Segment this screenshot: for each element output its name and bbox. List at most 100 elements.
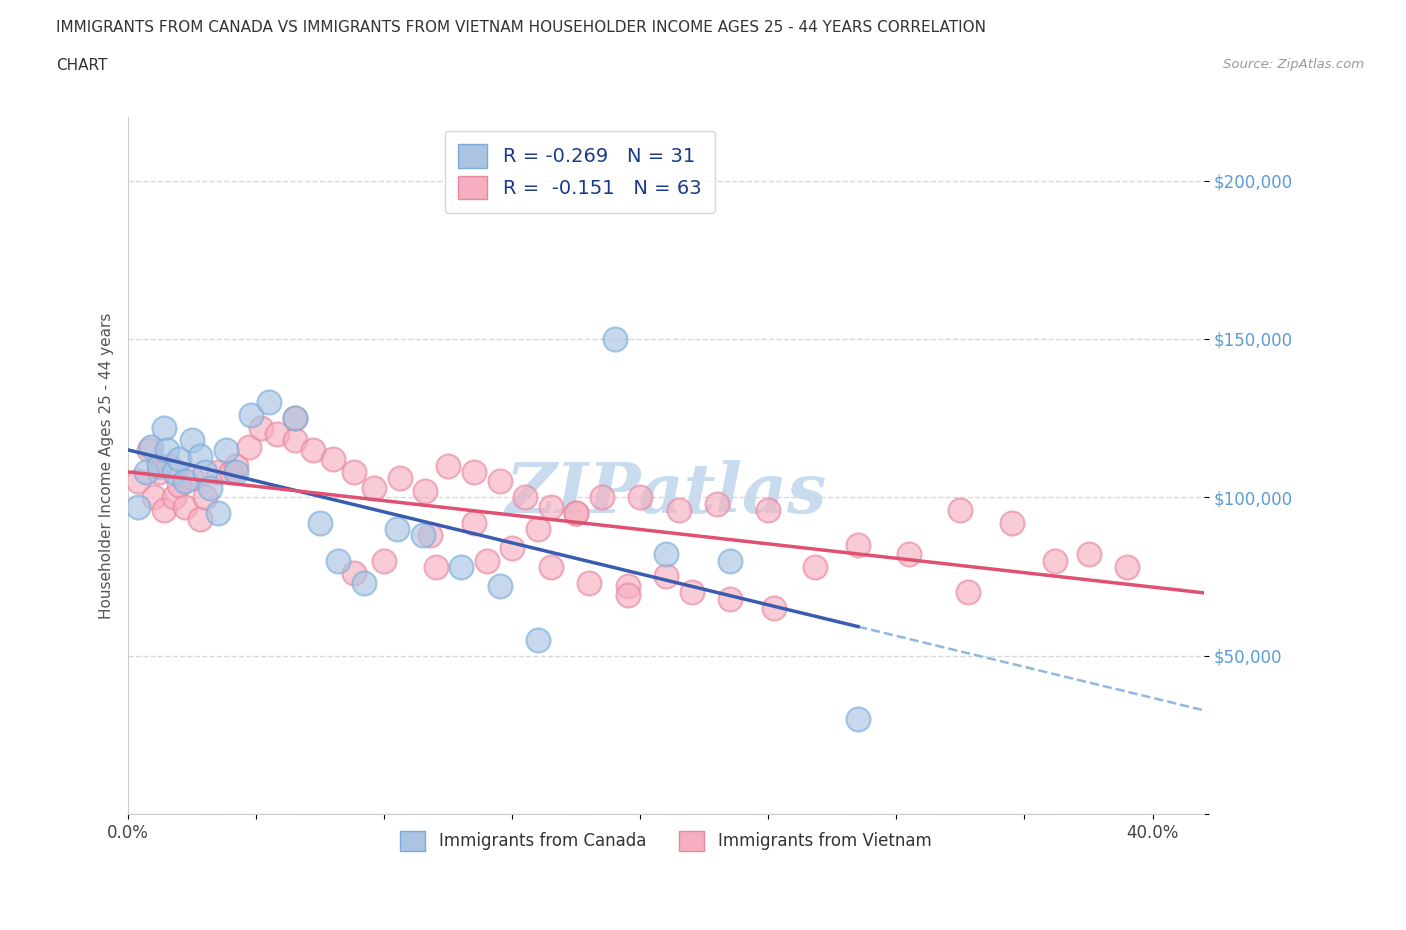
Point bbox=[181, 471, 204, 485]
Point bbox=[173, 474, 195, 489]
Point bbox=[353, 576, 375, 591]
Point bbox=[309, 515, 332, 530]
Point bbox=[463, 515, 485, 530]
Point bbox=[238, 439, 260, 454]
Point bbox=[957, 585, 980, 600]
Point bbox=[616, 588, 638, 603]
Point bbox=[706, 496, 728, 511]
Point bbox=[194, 490, 217, 505]
Point bbox=[565, 506, 588, 521]
Point bbox=[141, 439, 163, 454]
Point bbox=[156, 443, 179, 458]
Point bbox=[301, 443, 323, 458]
Point bbox=[419, 528, 441, 543]
Point bbox=[173, 499, 195, 514]
Point bbox=[1001, 515, 1024, 530]
Point bbox=[846, 538, 869, 552]
Point bbox=[898, 547, 921, 562]
Point bbox=[425, 560, 447, 575]
Point bbox=[284, 432, 307, 447]
Point bbox=[527, 632, 550, 647]
Point bbox=[412, 528, 434, 543]
Point bbox=[385, 522, 408, 537]
Point bbox=[540, 560, 562, 575]
Point bbox=[342, 565, 364, 580]
Text: Source: ZipAtlas.com: Source: ZipAtlas.com bbox=[1223, 58, 1364, 71]
Point bbox=[668, 502, 690, 517]
Point bbox=[463, 464, 485, 479]
Point bbox=[591, 490, 613, 505]
Point bbox=[1116, 560, 1139, 575]
Point bbox=[437, 458, 460, 473]
Point bbox=[157, 458, 180, 473]
Point bbox=[488, 578, 510, 593]
Point bbox=[153, 420, 176, 435]
Point bbox=[628, 490, 651, 505]
Point bbox=[284, 411, 307, 426]
Point bbox=[342, 464, 364, 479]
Point bbox=[758, 502, 780, 517]
Point bbox=[266, 427, 288, 442]
Point bbox=[163, 464, 186, 479]
Point bbox=[148, 464, 170, 479]
Point bbox=[128, 499, 150, 514]
Point bbox=[328, 553, 350, 568]
Point bbox=[257, 395, 280, 410]
Point bbox=[207, 506, 229, 521]
Point bbox=[153, 502, 176, 517]
Point bbox=[194, 464, 217, 479]
Point bbox=[949, 502, 972, 517]
Point bbox=[181, 432, 204, 447]
Point bbox=[240, 407, 263, 422]
Point bbox=[138, 443, 160, 458]
Point bbox=[413, 484, 436, 498]
Point bbox=[450, 560, 472, 575]
Text: CHART: CHART bbox=[56, 58, 108, 73]
Point bbox=[188, 448, 211, 463]
Point bbox=[540, 499, 562, 514]
Point bbox=[1077, 547, 1099, 562]
Point bbox=[135, 464, 157, 479]
Point bbox=[578, 576, 600, 591]
Point bbox=[475, 553, 498, 568]
Point bbox=[284, 411, 307, 426]
Point bbox=[207, 464, 229, 479]
Point bbox=[1045, 553, 1067, 568]
Point bbox=[363, 480, 385, 495]
Point bbox=[846, 711, 869, 726]
Point bbox=[527, 522, 550, 537]
Point bbox=[225, 464, 247, 479]
Point bbox=[250, 420, 273, 435]
Point bbox=[655, 547, 678, 562]
Point bbox=[501, 540, 523, 555]
Point bbox=[603, 331, 626, 346]
Point bbox=[565, 506, 588, 521]
Text: ZIPatlas: ZIPatlas bbox=[505, 459, 827, 527]
Point bbox=[515, 490, 537, 505]
Point bbox=[616, 578, 638, 593]
Point bbox=[322, 452, 344, 467]
Point bbox=[169, 452, 191, 467]
Point bbox=[128, 474, 150, 489]
Point bbox=[142, 490, 165, 505]
Text: IMMIGRANTS FROM CANADA VS IMMIGRANTS FROM VIETNAM HOUSEHOLDER INCOME AGES 25 - 4: IMMIGRANTS FROM CANADA VS IMMIGRANTS FRO… bbox=[56, 20, 986, 35]
Point bbox=[681, 585, 703, 600]
Point bbox=[762, 601, 785, 616]
Point bbox=[718, 591, 741, 606]
Point bbox=[655, 569, 678, 584]
Point bbox=[163, 490, 186, 505]
Legend: Immigrants from Canada, Immigrants from Vietnam: Immigrants from Canada, Immigrants from … bbox=[394, 824, 938, 857]
Point bbox=[373, 553, 395, 568]
Y-axis label: Householder Income Ages 25 - 44 years: Householder Income Ages 25 - 44 years bbox=[100, 312, 114, 618]
Point bbox=[148, 458, 170, 473]
Point bbox=[219, 464, 242, 479]
Point bbox=[718, 553, 741, 568]
Point bbox=[803, 560, 825, 575]
Point bbox=[198, 480, 221, 495]
Point bbox=[169, 477, 191, 492]
Point bbox=[188, 512, 211, 526]
Point bbox=[388, 471, 411, 485]
Point bbox=[214, 443, 236, 458]
Point bbox=[225, 458, 247, 473]
Point bbox=[488, 474, 510, 489]
